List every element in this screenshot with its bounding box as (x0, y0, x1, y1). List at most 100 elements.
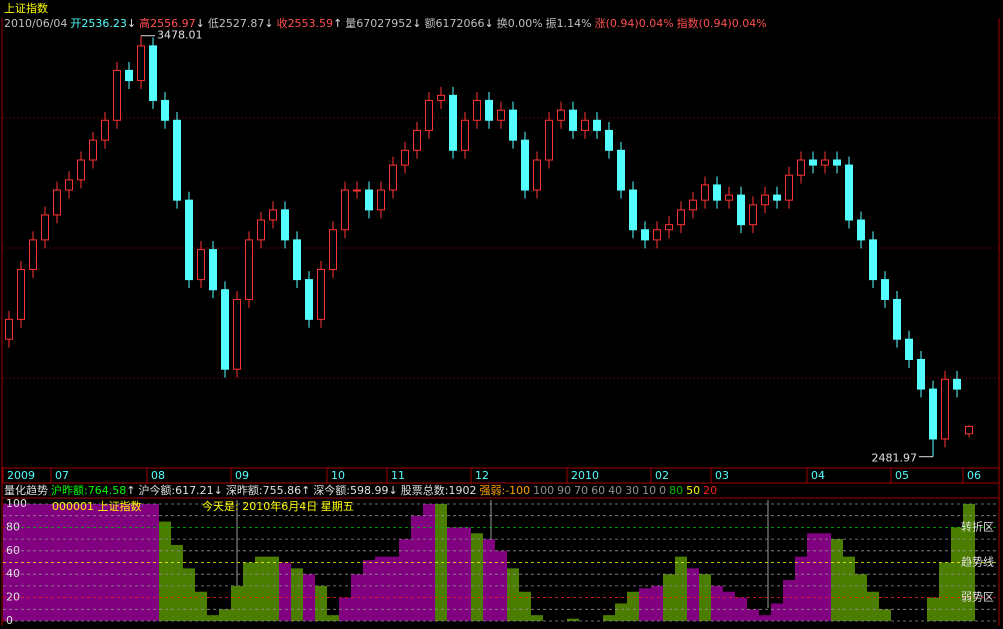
x-tick-label: 05 (895, 469, 909, 482)
candle-body (941, 378, 949, 440)
candle-body (905, 338, 913, 360)
trend-bar (687, 568, 699, 621)
trend-bar (315, 585, 327, 621)
level-legend: 50 (686, 484, 701, 497)
quote-value: 2553.59 (287, 17, 334, 30)
trend-bar (675, 556, 687, 621)
candle-body (113, 69, 121, 121)
quote-value: 1.14% (556, 17, 592, 30)
trend-bar (867, 591, 879, 621)
trend-bar (711, 585, 723, 621)
quote-arrow: ↓ (484, 17, 494, 30)
level-legend: 80 (669, 484, 684, 497)
candle-body (761, 194, 769, 206)
quote-label: 振 (545, 17, 557, 30)
trend-bar (231, 585, 243, 621)
candle-body (701, 184, 709, 201)
candle-body (749, 204, 757, 226)
trend-bar (819, 533, 831, 621)
candle-body (617, 149, 625, 191)
candle-body (77, 159, 85, 181)
zone-label: 转折区 (961, 519, 994, 533)
quote-label: 收 (276, 17, 288, 30)
candle-body (17, 268, 25, 320)
stock-name: 000001 上证指数 (52, 500, 142, 513)
stat-value: 617.21 (175, 484, 214, 497)
candle-body (497, 109, 505, 121)
quote-arrow: ↓ (126, 17, 137, 30)
x-tick-label: 02 (655, 469, 669, 482)
trend-bar (219, 609, 231, 621)
candle-body (293, 239, 301, 281)
candle-body (41, 214, 49, 241)
zone-label: 趋势线 (961, 555, 994, 569)
trend-bar (783, 580, 795, 621)
candle-body (449, 94, 457, 151)
index-title: 上证指数 (4, 2, 48, 15)
trend-bar (363, 560, 375, 621)
candle-body (245, 239, 253, 300)
candle-body (773, 194, 781, 201)
candle-body (209, 249, 217, 291)
quote-value: 67027952 (356, 17, 413, 30)
quote-value: 2527.87 (218, 17, 265, 30)
trend-bar (387, 556, 399, 621)
candle-body (149, 45, 157, 101)
strength-value: -100 (505, 484, 531, 497)
quote-value: 6172066 (435, 17, 485, 30)
x-tick-label: 10 (331, 469, 345, 482)
trend-bar (807, 533, 819, 621)
candle-body (137, 45, 145, 82)
level-legend: 40 (608, 484, 623, 497)
trend-bar (831, 539, 843, 621)
candle-body (473, 99, 481, 121)
candle-body (569, 109, 577, 131)
candle-body (725, 194, 733, 201)
candle-body (317, 268, 325, 320)
trend-bar (279, 562, 291, 621)
trend-bar (603, 615, 615, 621)
candle-body (425, 99, 433, 131)
candle-body (713, 184, 721, 201)
trend-bar (747, 609, 759, 621)
candle-body (257, 219, 265, 241)
x-tick-label: 2010 (571, 469, 599, 482)
x-tick-label: 08 (151, 469, 165, 482)
trend-bar (651, 585, 663, 621)
today: 今天是: 2010年6月4日 星期五 (202, 500, 354, 513)
trend-bar (255, 556, 267, 621)
y-tick-label: 60 (6, 544, 20, 557)
candle-body (809, 159, 817, 166)
candle-body (305, 279, 313, 320)
level-legend: 30 (625, 484, 640, 497)
trend-bar (939, 562, 951, 621)
level-legend: 60 (591, 484, 606, 497)
candle-body (965, 425, 973, 435)
trend-bar (627, 591, 639, 621)
candle-body (665, 224, 673, 231)
y-tick-label: 40 (6, 567, 20, 580)
candle-body (53, 189, 61, 216)
trend-bar (399, 539, 411, 621)
zone-label: 弱势区 (961, 591, 994, 604)
y-tick-label: 20 (6, 591, 20, 604)
trend-bar (507, 568, 519, 621)
stat-value: 1902 (448, 484, 477, 497)
candle-body (869, 239, 877, 281)
candle-body (845, 164, 853, 221)
trend-bar (795, 556, 807, 621)
candle-body (593, 119, 601, 131)
trend-bar (639, 588, 651, 621)
candle-body (125, 69, 133, 82)
quote-value: 2536.23 (81, 17, 127, 30)
x-tick-label: 04 (811, 469, 825, 482)
quote-label: 开 (70, 17, 82, 30)
x-tick-label: 09 (235, 469, 249, 482)
trend-bar (267, 556, 279, 621)
stat-value: 764.58 (87, 484, 127, 497)
candle-body (689, 199, 697, 211)
level-legend: 0 (659, 484, 667, 497)
candle-body (557, 109, 565, 121)
candle-body (437, 94, 445, 101)
stat-label: 股票总数: (400, 484, 449, 497)
